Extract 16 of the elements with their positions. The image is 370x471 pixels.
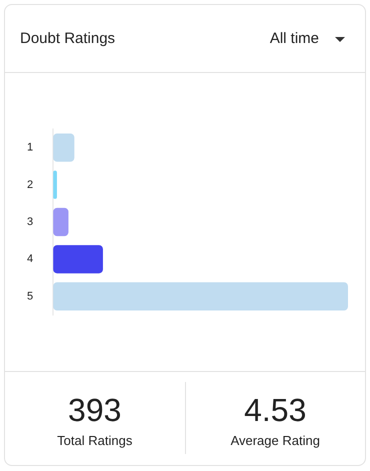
y-tick-label: 2 (26, 178, 34, 191)
text: All time (270, 30, 319, 47)
text: 393 (67, 392, 122, 429)
bar (53, 170, 57, 199)
text: 4.53 (243, 392, 308, 429)
y-tick-label: 4 (26, 253, 34, 266)
text: Total Ratings (56, 433, 134, 448)
bar (53, 282, 348, 311)
text: Average Rating (230, 433, 321, 448)
y-tick-label: 5 (26, 290, 34, 302)
chart-title: Doubt Ratings (20, 30, 116, 47)
bar (53, 245, 103, 274)
bar (53, 208, 68, 236)
y-tick-label: 3 (26, 216, 34, 228)
y-tick-label: 1 (26, 142, 34, 154)
bar (53, 133, 74, 162)
